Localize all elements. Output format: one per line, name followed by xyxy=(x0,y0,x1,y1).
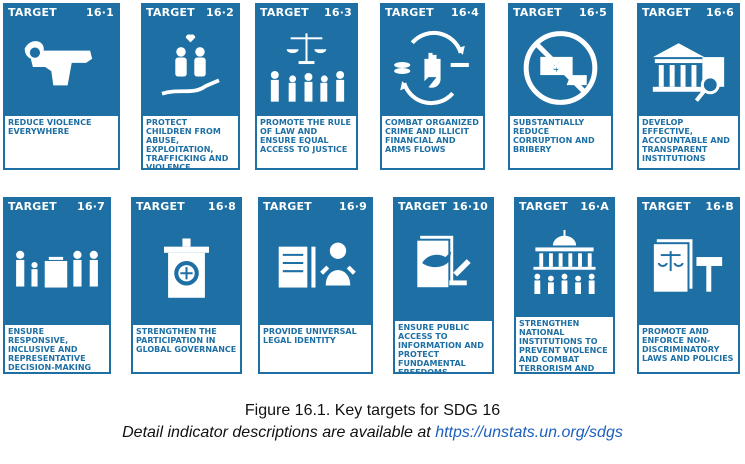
sdgs-link[interactable]: https://unstats.un.org/sdgs xyxy=(435,424,623,441)
figure-subcaption: Detail indicator descriptions are availa… xyxy=(0,424,745,442)
card-header: TARGET 16·5 xyxy=(508,3,613,21)
target-description: DEVELOP EFFECTIVE, ACCOUNTABLE AND TRANS… xyxy=(639,116,738,168)
card-header: TARGET 16·1 xyxy=(3,3,120,21)
target-label: TARGET xyxy=(8,199,57,213)
target-description: PROVIDE UNIVERSAL LEGAL IDENTITY xyxy=(260,325,371,372)
target-description: PROMOTE THE RULE OF LAW AND ENSURE EQUAL… xyxy=(257,116,356,168)
target-number: 16·8 xyxy=(208,199,236,213)
target-number: 16·3 xyxy=(324,5,352,19)
card-header: TARGET 16·3 xyxy=(255,3,358,21)
document-dove-icon xyxy=(395,216,492,308)
target-label: TARGET xyxy=(519,199,568,213)
target-label: TARGET xyxy=(513,5,562,19)
target-label: TARGET xyxy=(146,5,195,19)
target-number: 16·9 xyxy=(339,199,367,213)
gun-icon xyxy=(5,22,118,114)
target-label: TARGET xyxy=(136,199,185,213)
target-number: 16·10 xyxy=(452,199,488,213)
target-label: TARGET xyxy=(642,5,691,19)
target-label: TARGET xyxy=(260,5,309,19)
target-card-16-6: TARGET 16·6 DEVELOP EFFECTIVE, ACCOUNTABL… xyxy=(637,3,740,170)
no-bribe-icon: $ xyxy=(510,22,611,114)
target-card-16-a: TARGET 16·A STRENGTHEN NATIONAL INSTITUTI… xyxy=(514,197,615,374)
target-label: TARGET xyxy=(398,199,447,213)
capitol-people-icon xyxy=(516,216,613,308)
target-card-16-10: TARGET 16·10 ENSURE PUBLIC ACCESS TO INFO… xyxy=(393,197,494,374)
target-card-16-3: TARGET 16·3 PROMOTE THE RULE OF LAW AND E… xyxy=(255,3,358,170)
target-description: REDUCE VIOLENCE EVERYWHERE xyxy=(5,116,118,168)
target-number: 16·2 xyxy=(206,5,234,19)
children-heart-hand-icon xyxy=(143,22,238,114)
target-label: TARGET xyxy=(385,5,434,19)
target-card-16-2: TARGET 16·2 PROTECT CHILDREN FROM ABUSE, … xyxy=(141,3,240,170)
target-card-16-4: TARGET 16·4 COMBAT ORGANIZED CRIME AND IL… xyxy=(380,3,485,170)
target-number: 16·1 xyxy=(86,5,114,19)
target-label: TARGET xyxy=(8,5,57,19)
card-header: TARGET 16·B xyxy=(637,197,740,215)
target-card-16-b: TARGET 16·B PROMOTE AND ENFORCE NON-DISCR… xyxy=(637,197,740,374)
target-card-16-1: TARGET 16·1 REDUCE VIOLENCE EVERYWHERE xyxy=(3,3,120,170)
subcaption-text: Detail indicator descriptions are availa… xyxy=(122,424,436,441)
target-description: ENSURE PUBLIC ACCESS TO INFORMATION AND … xyxy=(395,321,492,372)
target-description: STRENGTHEN THE PARTICIPATION IN GLOBAL G… xyxy=(133,325,240,372)
target-description: PROTECT CHILDREN FROM ABUSE, EXPLOITATIO… xyxy=(143,116,238,168)
figure-caption: Figure 16.1. Key targets for SDG 16 xyxy=(244,402,501,419)
scales-people-icon xyxy=(257,22,356,114)
card-header: TARGET 16·7 xyxy=(3,197,111,215)
target-number: 16·7 xyxy=(77,199,105,213)
target-card-16-9: TARGET 16·9 PROVIDE UNIVERSAL LEGAL IDENT… xyxy=(258,197,373,374)
card-header: TARGET 16·2 xyxy=(141,3,240,21)
baby-document-icon xyxy=(260,216,371,308)
target-description: PROMOTE AND ENFORCE NON-DISCRIMINATORY L… xyxy=(639,325,738,372)
law-gavel-icon xyxy=(639,216,738,308)
target-number: 16·A xyxy=(580,199,609,213)
card-header: TARGET 16·10 xyxy=(393,197,494,215)
target-description: ENSURE RESPONSIVE, INCLUSIVE AND REPRESE… xyxy=(5,325,109,372)
target-card-16-8: TARGET 16·8 STRENGTHEN THE PARTICIPATION … xyxy=(131,197,242,374)
target-number: 16·4 xyxy=(451,5,479,19)
target-description: SUBSTANTIALLY REDUCE CORRUPTION AND BRIB… xyxy=(510,116,611,168)
target-number: 16·5 xyxy=(579,5,607,19)
people-ballot-icon xyxy=(5,216,109,308)
target-number: 16·6 xyxy=(706,5,734,19)
stop-hand-cycle-icon xyxy=(382,22,483,114)
podium-globe-icon xyxy=(133,216,240,308)
card-header: TARGET 16·4 xyxy=(380,3,485,21)
target-description: STRENGTHEN NATIONAL INSTITUTIONS TO PREV… xyxy=(516,317,613,372)
target-number: 16·B xyxy=(705,199,734,213)
card-header: TARGET 16·9 xyxy=(258,197,373,215)
card-header: TARGET 16·6 xyxy=(637,3,740,21)
target-label: TARGET xyxy=(642,199,691,213)
institution-magnifier-icon xyxy=(639,22,738,114)
target-card-16-7: TARGET 16·7 ENSURE RESPONSIVE, INCLUSIVE … xyxy=(3,197,111,374)
target-card-16-5: TARGET 16·5 $ SUBSTANTIALLY REDUCE CORRUP… xyxy=(508,3,613,170)
target-label: TARGET xyxy=(263,199,312,213)
card-header: TARGET 16·A xyxy=(514,197,615,215)
card-header: TARGET 16·8 xyxy=(131,197,242,215)
target-description: COMBAT ORGANIZED CRIME AND ILLICIT FINAN… xyxy=(382,116,483,168)
